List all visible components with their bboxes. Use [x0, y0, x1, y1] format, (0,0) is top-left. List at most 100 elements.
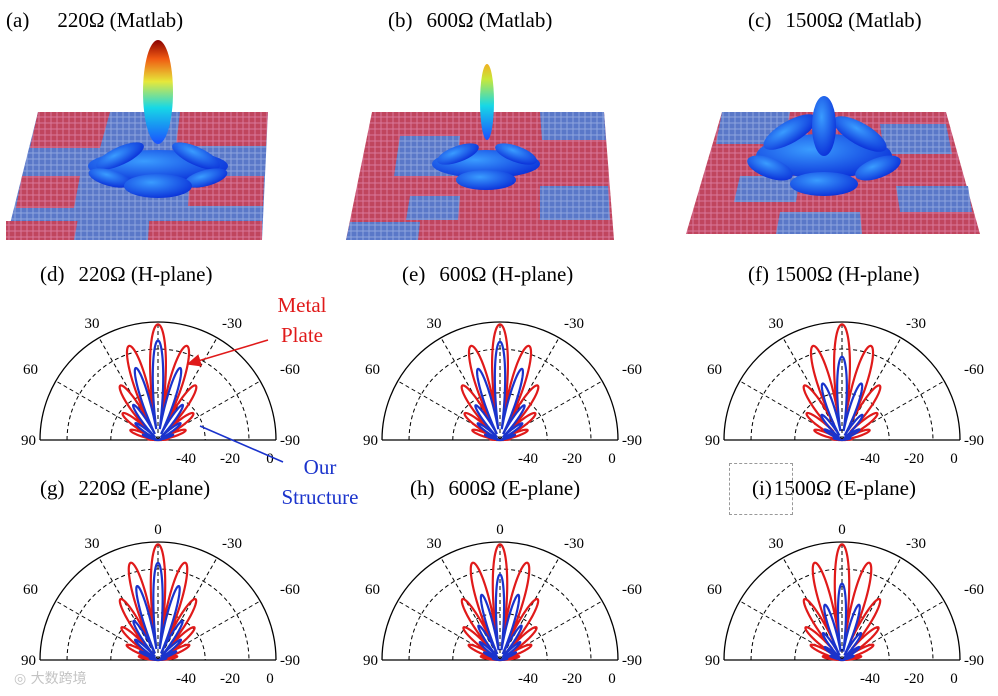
- radial-label-neg20: -20: [562, 451, 582, 467]
- grid-ring: [794, 392, 890, 441]
- radial-label-neg20: -20: [220, 671, 240, 686]
- metal-plate-curve: [802, 323, 882, 442]
- angle-label-neg90: -90: [622, 653, 642, 669]
- grid-ring: [110, 392, 206, 441]
- outer-arc: [39, 541, 277, 661]
- angle-label-neg90: -90: [964, 433, 984, 449]
- grid-spoke: [841, 337, 902, 441]
- angle-label-neg30: -30: [222, 536, 242, 552]
- outer-arc: [381, 541, 619, 661]
- caption-d: (d) 220Ω (H-plane): [40, 262, 212, 287]
- watermark-text: 大数跨境: [30, 671, 87, 687]
- outer-arc: [723, 321, 961, 441]
- our-structure-curve: [821, 582, 863, 662]
- grid-spoke: [157, 380, 261, 441]
- angle-label-neg30: -30: [564, 536, 584, 552]
- caption-i-label: (i): [752, 476, 772, 500]
- grid-spoke: [98, 337, 159, 441]
- panel-b-3d: [346, 64, 614, 240]
- grid-spoke: [440, 337, 501, 441]
- caption-d-text: 220Ω (H-plane): [78, 262, 213, 286]
- grid-spoke: [499, 557, 560, 661]
- grid-spoke: [841, 557, 902, 661]
- radial-label-0: 0: [608, 451, 616, 467]
- radial-label-neg40: -40: [176, 671, 196, 686]
- caption-e: (e) 600Ω (H-plane): [402, 262, 573, 287]
- caption-e-label: (e): [402, 262, 426, 286]
- watermark-icon: ◎: [14, 671, 31, 687]
- caption-b: (b) 600Ω (Matlab): [388, 8, 552, 33]
- grid-spoke: [157, 600, 261, 661]
- caption-b-text: 600Ω (Matlab): [426, 8, 553, 32]
- annotation-metal-plate-line1: Metal: [277, 293, 327, 317]
- grid-ring: [452, 392, 548, 441]
- angle-label-60: 60: [365, 582, 380, 598]
- our-structure-curve: [820, 355, 864, 442]
- angle-label-neg90: -90: [280, 653, 300, 669]
- angle-label-neg90: -90: [280, 433, 300, 449]
- angle-label-30: 30: [769, 316, 784, 332]
- caption-g: (g) 220Ω (E-plane): [40, 476, 210, 501]
- caption-d-label: (d): [40, 262, 65, 286]
- caption-a-text: 220Ω (Matlab): [57, 8, 184, 32]
- main-beam-b: [480, 64, 494, 140]
- angle-label-60: 60: [365, 362, 380, 378]
- angle-label-neg90: -90: [622, 433, 642, 449]
- angle-label-60: 60: [23, 582, 38, 598]
- grid-ring: [750, 568, 934, 661]
- angle-label-neg30: -30: [222, 316, 242, 332]
- caption-g-label: (g): [40, 476, 65, 500]
- caption-h: (h) 600Ω (E-plane): [410, 476, 580, 501]
- caption-f: (f) 1500Ω (H-plane): [748, 262, 919, 287]
- polar-plot-e: 30 -30 60 -60 90 -90 -40 -20 0: [363, 316, 642, 467]
- metal-plate-curve: [460, 543, 540, 662]
- caption-i-text: 1500Ω (E-plane): [773, 476, 916, 500]
- caption-e-text: 600Ω (H-plane): [439, 262, 574, 286]
- angle-label-neg60: -60: [280, 362, 300, 378]
- polar-plot-g: 0 30 -30 60 -60 90 -90 -40 -20 0: [21, 522, 300, 686]
- caption-h-text: 600Ω (E-plane): [448, 476, 581, 500]
- angle-label-neg60: -60: [964, 362, 984, 378]
- caption-a: (a) 220Ω (Matlab): [6, 8, 183, 33]
- angle-label-90: 90: [21, 653, 36, 669]
- grid-spoke: [782, 557, 843, 661]
- grid-spoke: [841, 600, 945, 661]
- selection-box[interactable]: [729, 463, 793, 515]
- grid-spoke: [55, 380, 159, 441]
- grid-spoke: [440, 557, 501, 661]
- grid-spoke: [499, 337, 560, 441]
- grid-spoke: [98, 557, 159, 661]
- angle-label-neg60: -60: [964, 582, 984, 598]
- caption-c: (c) 1500Ω (Matlab): [748, 8, 922, 33]
- caption-a-label: (a): [6, 8, 30, 32]
- radial-label-neg20: -20: [220, 451, 240, 467]
- radial-label-neg20: -20: [904, 451, 924, 467]
- grid-spoke: [499, 600, 603, 661]
- annotation-our-structure: Our Structure: [270, 452, 370, 512]
- outer-arc: [723, 541, 961, 661]
- radial-label-neg20: -20: [562, 671, 582, 686]
- angle-label-30: 30: [427, 316, 442, 332]
- radial-label-neg40: -40: [860, 451, 880, 467]
- caption-b-label: (b): [388, 8, 413, 32]
- caption-c-text: 1500Ω (Matlab): [785, 8, 922, 32]
- grid-ring: [452, 612, 548, 661]
- angle-label-30: 30: [769, 536, 784, 552]
- polar-plot-i: 0 30 -30 60 -60 90 -90 -40 -20 0: [705, 522, 984, 686]
- angle-label-0: 0: [838, 522, 846, 538]
- annotation-our-structure-line2: Structure: [281, 485, 359, 509]
- grid-ring: [750, 348, 934, 441]
- radial-label-0: 0: [608, 671, 616, 686]
- radial-label-neg40: -40: [860, 671, 880, 686]
- angle-label-30: 30: [85, 316, 100, 332]
- radial-label-neg20: -20: [904, 671, 924, 686]
- radial-label-0: 0: [950, 451, 958, 467]
- panel-a-3d: [6, 40, 268, 240]
- outer-arc: [381, 321, 619, 441]
- grid-ring: [66, 348, 250, 441]
- caption-i: (i)1500Ω (E-plane): [752, 476, 916, 501]
- grid-spoke: [397, 380, 501, 441]
- angle-label-neg30: -30: [906, 536, 926, 552]
- grid-spoke: [739, 600, 843, 661]
- caption-c-label: (c): [748, 8, 772, 32]
